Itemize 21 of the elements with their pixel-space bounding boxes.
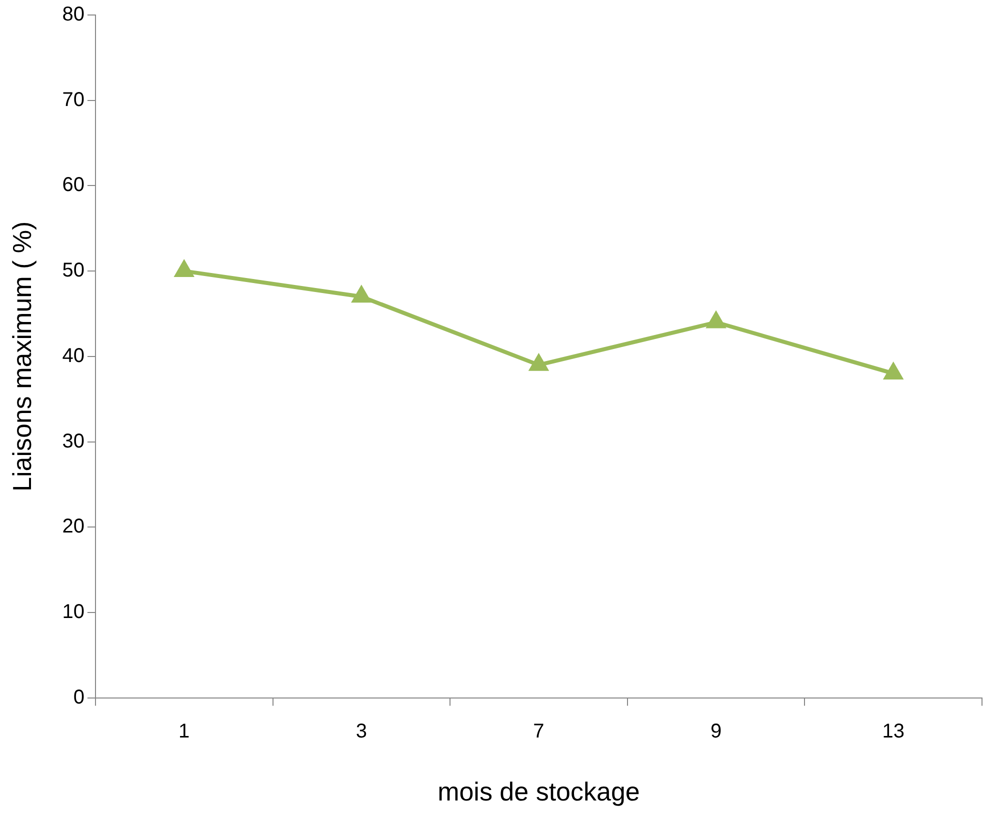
y-tick-label: 0 xyxy=(73,686,84,708)
y-tick-label: 60 xyxy=(62,174,84,196)
y-axis-title: Liaisons maximum ( %) xyxy=(6,221,37,492)
y-tick-label: 20 xyxy=(62,516,84,538)
point xyxy=(352,286,370,303)
y-tick-label: 70 xyxy=(62,88,84,111)
y-tick-label: 80 xyxy=(62,4,84,26)
y-tick-label: 50 xyxy=(62,260,84,282)
point xyxy=(530,354,548,371)
x-tick-label: 3 xyxy=(356,720,367,742)
y-tick-label: 40 xyxy=(62,344,84,367)
x-tick-label: 13 xyxy=(882,720,904,742)
point xyxy=(175,261,194,278)
x-tick-label: 9 xyxy=(710,720,722,742)
x-tick-label: 1 xyxy=(178,720,190,742)
point xyxy=(884,363,902,380)
y-tick-label: 30 xyxy=(62,430,84,452)
y-tick-label: 10 xyxy=(62,600,84,623)
point xyxy=(707,312,725,328)
x-tick-label: 7 xyxy=(533,720,544,742)
x-axis-title: mois de stockage xyxy=(438,776,640,807)
